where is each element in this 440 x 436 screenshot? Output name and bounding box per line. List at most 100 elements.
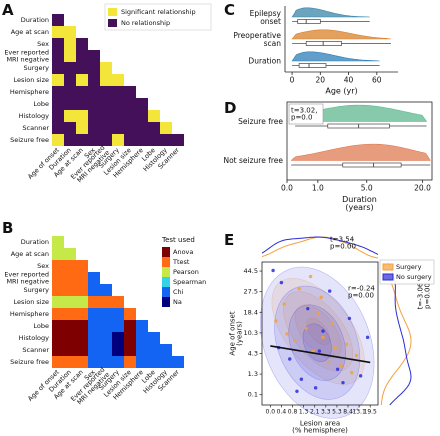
point (316, 311, 321, 316)
cell (64, 50, 76, 62)
x-tick-label: 1.3 (299, 409, 309, 416)
cell (148, 122, 160, 134)
point (341, 380, 345, 385)
cell (52, 260, 64, 272)
cell (64, 62, 76, 74)
cell (148, 344, 160, 356)
cell (88, 272, 100, 284)
cell (124, 332, 136, 344)
cell (76, 320, 88, 332)
cell (64, 296, 76, 308)
legend-label: Ttest (172, 258, 190, 266)
annotation: r=-0.24 p=0.00 (348, 284, 375, 299)
cell (52, 26, 64, 38)
cell (112, 86, 124, 98)
cell (76, 344, 88, 356)
legend-swatch (108, 19, 117, 27)
x-tick-label: 2.1 (310, 409, 320, 416)
point (365, 335, 370, 340)
category-label: Seizure free (238, 117, 283, 126)
x-tick-label: 13.1 (352, 409, 366, 416)
cell (64, 356, 76, 368)
cell (52, 320, 64, 332)
cell (52, 308, 64, 320)
density (291, 29, 391, 40)
cell (64, 134, 76, 146)
cell (148, 110, 160, 122)
x-tick-label: 0.0 (281, 184, 293, 193)
density (291, 51, 380, 62)
point (285, 332, 289, 336)
cell (64, 332, 76, 344)
cell (64, 272, 76, 284)
box (298, 63, 327, 68)
panel-label: B (2, 219, 13, 237)
cell (52, 50, 64, 62)
cell (172, 356, 184, 368)
y-density (387, 261, 412, 406)
cell (76, 260, 88, 272)
panel-label: A (2, 1, 14, 19)
cell (76, 134, 88, 146)
x-axis-label: Age (yr) (325, 87, 357, 96)
cell (52, 110, 64, 122)
cell (52, 284, 64, 296)
row-label: Duration (21, 16, 49, 24)
cell (136, 332, 148, 344)
cell (136, 320, 148, 332)
cell (88, 62, 100, 74)
row-label: Lesion size (14, 76, 49, 84)
cell (52, 248, 64, 260)
cell (136, 98, 148, 110)
point (274, 319, 278, 323)
row-label: Surgery (24, 64, 50, 72)
point (321, 329, 325, 333)
cell (124, 308, 136, 320)
point (299, 377, 304, 381)
plot-frame (261, 261, 379, 406)
x-axis-label: Duration (years) (342, 194, 377, 211)
cell (136, 110, 148, 122)
cell (124, 122, 136, 134)
row-label: Seizure free (10, 136, 49, 144)
cell (64, 26, 76, 38)
cell (64, 98, 76, 110)
point (308, 274, 313, 279)
legend-frame (104, 3, 212, 31)
row-label: Age at scan (11, 28, 49, 36)
cell (124, 86, 136, 98)
cell (112, 320, 124, 332)
legend-label: Na (173, 298, 182, 306)
point (279, 280, 284, 285)
cell (160, 356, 172, 368)
cell (100, 98, 112, 110)
box (305, 41, 342, 46)
row-label: Duration (21, 238, 49, 246)
point (288, 357, 292, 361)
cell (76, 332, 88, 344)
y-tick-label: 1.3 (248, 370, 258, 378)
cell (52, 62, 64, 74)
cell (76, 356, 88, 368)
cell (88, 122, 100, 134)
legend-swatch (162, 247, 170, 257)
cell (100, 320, 112, 332)
cell (64, 110, 76, 122)
cell (100, 110, 112, 122)
cell (124, 320, 136, 332)
cell (52, 98, 64, 110)
cell (136, 356, 148, 368)
cell (76, 308, 88, 320)
cell (88, 284, 100, 296)
cell (76, 86, 88, 98)
cell (52, 74, 64, 86)
cell (112, 74, 124, 86)
cell (52, 272, 64, 284)
point (306, 306, 310, 311)
cell (88, 344, 100, 356)
y-tick-label: 27.5 (244, 288, 258, 296)
cell (64, 260, 76, 272)
cell (172, 134, 184, 146)
density (291, 7, 370, 18)
